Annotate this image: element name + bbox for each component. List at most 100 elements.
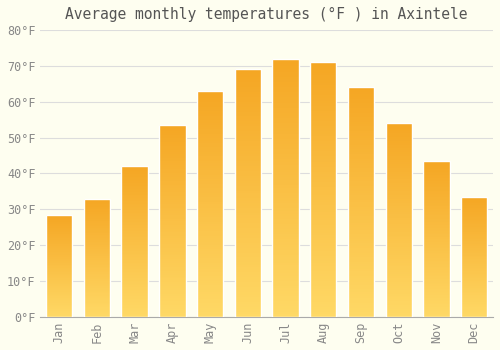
Bar bbox=[461, 268, 487, 269]
Bar bbox=[122, 166, 148, 168]
Bar bbox=[159, 175, 186, 177]
Bar bbox=[272, 110, 299, 113]
Bar bbox=[310, 299, 336, 302]
Bar bbox=[234, 156, 261, 159]
Bar bbox=[159, 125, 186, 127]
Bar bbox=[461, 235, 487, 236]
Bar bbox=[46, 291, 72, 292]
Bar bbox=[197, 175, 224, 177]
Bar bbox=[234, 297, 261, 300]
Bar bbox=[159, 133, 186, 135]
Bar bbox=[197, 258, 224, 260]
Bar bbox=[84, 314, 110, 316]
Bar bbox=[84, 203, 110, 204]
Bar bbox=[159, 300, 186, 301]
Bar bbox=[310, 90, 336, 93]
Bar bbox=[197, 303, 224, 306]
Bar bbox=[46, 248, 72, 250]
Bar bbox=[348, 113, 374, 115]
Bar bbox=[386, 125, 412, 127]
Bar bbox=[310, 266, 336, 268]
Bar bbox=[348, 310, 374, 312]
Bar bbox=[234, 235, 261, 238]
Bar bbox=[159, 202, 186, 204]
Bar bbox=[386, 162, 412, 164]
Bar bbox=[197, 100, 224, 102]
Bar bbox=[348, 191, 374, 193]
Bar bbox=[310, 124, 336, 126]
Bar bbox=[348, 230, 374, 232]
Bar bbox=[424, 254, 450, 256]
Bar bbox=[348, 142, 374, 145]
Bar bbox=[310, 162, 336, 164]
Bar bbox=[84, 279, 110, 280]
Bar bbox=[272, 85, 299, 87]
Bar bbox=[122, 215, 148, 216]
Bar bbox=[234, 203, 261, 205]
Bar bbox=[424, 250, 450, 251]
Bar bbox=[84, 204, 110, 206]
Bar bbox=[234, 312, 261, 314]
Bar bbox=[386, 307, 412, 309]
Bar bbox=[159, 242, 186, 244]
Bar bbox=[272, 239, 299, 242]
Bar bbox=[461, 282, 487, 283]
Bar bbox=[272, 221, 299, 224]
Bar bbox=[386, 195, 412, 197]
Bar bbox=[122, 228, 148, 230]
Bar bbox=[424, 197, 450, 198]
Bar bbox=[272, 157, 299, 159]
Bar bbox=[272, 172, 299, 175]
Bar bbox=[386, 284, 412, 286]
Bar bbox=[272, 237, 299, 239]
Bar bbox=[46, 215, 72, 216]
Bar bbox=[272, 167, 299, 170]
Bar bbox=[348, 140, 374, 142]
Bar bbox=[84, 208, 110, 209]
Bar bbox=[122, 278, 148, 279]
Bar bbox=[122, 262, 148, 264]
Bar bbox=[46, 221, 72, 222]
Bar bbox=[46, 309, 72, 310]
Bar bbox=[159, 234, 186, 236]
Bar bbox=[348, 280, 374, 282]
Bar bbox=[461, 210, 487, 211]
Bar bbox=[272, 128, 299, 131]
Bar bbox=[234, 233, 261, 235]
Bar bbox=[272, 278, 299, 281]
Bar bbox=[348, 315, 374, 317]
Bar bbox=[424, 233, 450, 234]
Bar bbox=[159, 158, 186, 160]
Bar bbox=[197, 141, 224, 143]
Bar bbox=[310, 200, 336, 202]
Bar bbox=[272, 211, 299, 213]
Bar bbox=[234, 309, 261, 312]
Bar bbox=[461, 292, 487, 293]
Bar bbox=[386, 180, 412, 181]
Bar bbox=[84, 225, 110, 226]
Bar bbox=[122, 302, 148, 303]
Bar bbox=[386, 168, 412, 170]
Bar bbox=[159, 294, 186, 296]
Bar bbox=[234, 245, 261, 247]
Bar bbox=[272, 234, 299, 237]
Bar bbox=[84, 201, 110, 202]
Bar bbox=[310, 233, 336, 236]
Bar bbox=[84, 253, 110, 254]
Bar bbox=[272, 242, 299, 245]
Bar bbox=[197, 111, 224, 114]
Bar bbox=[348, 214, 374, 216]
Bar bbox=[310, 121, 336, 124]
Bar bbox=[386, 189, 412, 191]
Bar bbox=[122, 217, 148, 219]
Bar bbox=[461, 229, 487, 230]
Bar bbox=[159, 156, 186, 158]
Bar bbox=[159, 244, 186, 246]
Bar bbox=[310, 253, 336, 256]
Bar bbox=[386, 292, 412, 294]
Bar bbox=[197, 98, 224, 100]
Bar bbox=[122, 186, 148, 187]
Bar bbox=[197, 114, 224, 116]
Bar bbox=[310, 307, 336, 309]
Bar bbox=[234, 307, 261, 309]
